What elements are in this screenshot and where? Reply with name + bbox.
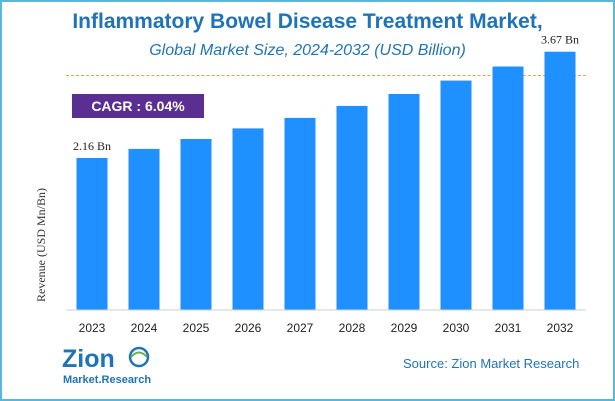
bar-2030 [440,80,472,310]
x-tick-2031: 2031 [495,321,522,335]
source-text: Source: Zion Market Research [403,356,580,371]
bar-2026 [232,128,264,310]
logo-main-text: Zion [62,345,115,373]
data-label-2023: 2.16 Bn [73,139,111,153]
bar-group [76,51,576,311]
bar-2032 [544,51,576,310]
x-tick-2025: 2025 [183,321,210,335]
x-tick-2027: 2027 [287,321,314,335]
x-tick-2032: 2032 [547,321,574,335]
bar-2027 [284,117,316,311]
bar-2031 [492,66,524,310]
bar-2025 [180,139,212,310]
data-label-group: 2.16 Bn 3.67 Bn [73,33,579,153]
cagr-badge: CAGR : 6.04% [72,94,204,118]
cagr-label: CAGR : [91,98,142,114]
bar-2024 [128,148,160,310]
x-tick-2030: 2030 [443,321,470,335]
cagr-value: 6.04% [144,98,185,114]
logo-globe-icon [128,346,150,368]
y-axis-label: Revenue (USD Mn/Bn) [34,188,48,302]
chart-subtitle: Global Market Size, 2024-2032 (USD Billi… [149,42,466,59]
title-divider [66,75,586,76]
x-tick-2023: 2023 [79,321,106,335]
x-tick-2024: 2024 [131,321,158,335]
data-label-2032: 3.67 Bn [541,33,579,47]
bar-2028 [336,105,368,311]
x-tick-2026: 2026 [235,321,262,335]
x-tick-2028: 2028 [339,321,366,335]
bar-2023 [76,158,108,310]
bar-2029 [388,94,420,310]
zion-market-research-logo: Zion Market.Research [62,345,151,386]
x-tick-2029: 2029 [391,321,418,335]
x-tick-group: 2023 2024 2025 2026 2027 2028 2029 2030 2031 2032 [79,321,574,335]
logo-swoosh-icon [130,351,148,358]
logo-sub-text: Market.Research [63,374,151,386]
chart-title: Inflammatory Bowel Disease Treatment Mar… [72,10,543,33]
